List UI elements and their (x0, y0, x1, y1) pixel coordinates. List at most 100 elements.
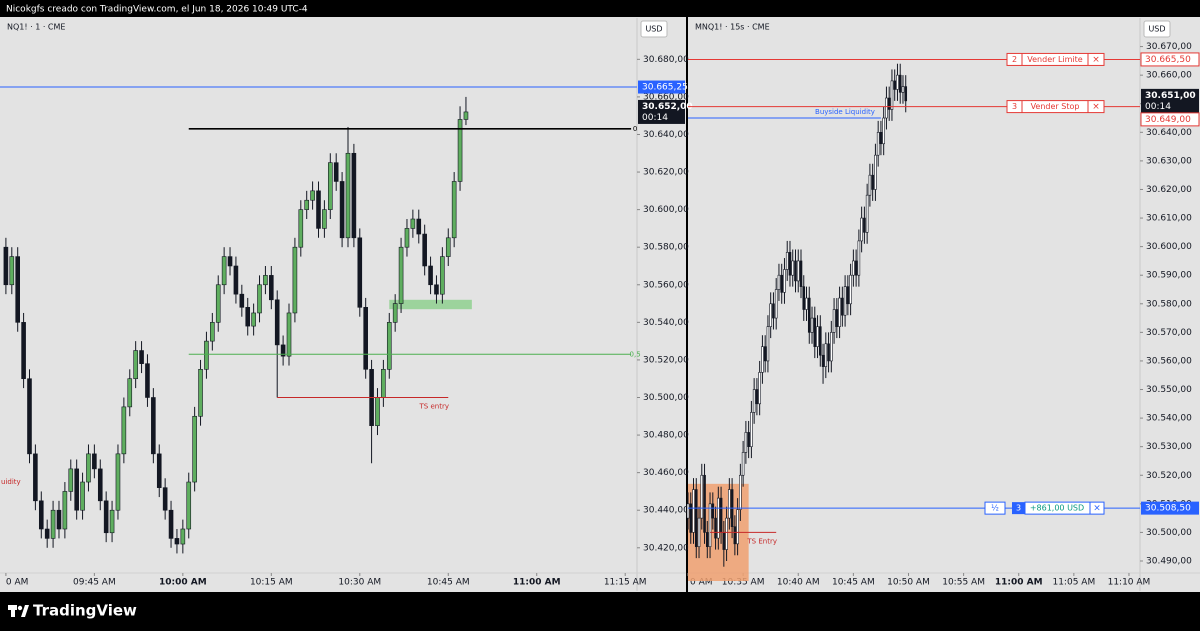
header-text: Nicokgfs creado con TradingView.com, el … (6, 5, 308, 15)
candle-body (744, 432, 748, 453)
candle-body (794, 260, 797, 282)
candle-body (121, 406, 127, 455)
price-label-box (638, 80, 685, 94)
candle-body (345, 152, 351, 239)
order-close[interactable]: × (1092, 55, 1100, 65)
candle-body (783, 269, 786, 293)
candle-body (463, 111, 469, 120)
candle-body (882, 117, 885, 145)
candle-body (15, 256, 20, 323)
y-tick-label: 30.640,00 (643, 130, 689, 140)
last-price-box (638, 99, 685, 124)
candle-body (151, 397, 156, 455)
candle-body (791, 260, 795, 276)
candle-body (304, 199, 310, 210)
candle-body (835, 309, 839, 327)
candle-body (863, 217, 866, 233)
candle-body (292, 246, 298, 314)
y-tick-label: 30.610,00 (1146, 214, 1192, 224)
position-close[interactable]: × (1093, 504, 1101, 514)
candle-body (286, 312, 292, 357)
y-tick-label: 30.540,00 (1146, 414, 1192, 424)
candle-body (103, 500, 109, 534)
candle-body (3, 246, 9, 286)
candle-body (416, 218, 422, 235)
candle-body (198, 369, 203, 417)
candle-body (722, 532, 726, 550)
candle-body (890, 80, 894, 110)
candle-body (818, 326, 822, 356)
candle-body (298, 209, 304, 248)
candle-body (168, 509, 174, 539)
candle-body (97, 468, 103, 502)
candle-body (192, 415, 197, 483)
candle-body (852, 260, 855, 276)
x-tick-label: 10:45 AM (427, 578, 470, 588)
candle-body (38, 500, 44, 530)
candle-body (375, 397, 380, 426)
y-tick-label: 30.500,00 (643, 393, 689, 403)
y-tick-label: 30.440,00 (643, 506, 689, 516)
y-tick-label: 30.660,00 (643, 92, 689, 102)
candle-body (404, 228, 410, 248)
candle-body (799, 260, 803, 287)
candle-body (893, 80, 897, 90)
last-price-label: 30.652,00 (642, 102, 693, 112)
candle-body (422, 233, 427, 267)
y-tick-label: 30.540,00 (643, 318, 689, 328)
candle-body (697, 517, 701, 548)
candle-body (133, 350, 138, 380)
candle-body (174, 538, 180, 545)
logo (8, 605, 29, 617)
candle-body (728, 489, 731, 519)
candle-body (717, 497, 720, 539)
y-tick-label: 30.420,00 (643, 543, 689, 553)
last-price-countdown: 00:14 (642, 113, 668, 123)
x-tick-label: 10:50 AM (887, 578, 930, 588)
y-tick-label: 30.670,00 (1146, 42, 1192, 52)
candle-body (322, 209, 327, 229)
currency-label: USD (1148, 25, 1165, 34)
candle-body (871, 174, 874, 190)
candle-body (92, 453, 97, 470)
order-box (1006, 52, 1105, 66)
candle-body (849, 274, 852, 305)
x-tick-label: 09:45 AM (73, 578, 116, 588)
order-qty: 3 (1012, 102, 1017, 111)
y-tick-label: 30.560,00 (643, 280, 689, 290)
x-tick-label: 10:55 AM (942, 578, 985, 588)
x-tick-label: 0 AM (690, 578, 713, 588)
candle-body (204, 340, 209, 370)
candle-body (747, 432, 750, 447)
candle-body (339, 181, 345, 239)
candle-body (445, 237, 451, 257)
candle-body (865, 194, 869, 233)
x-tick-label: 11:10 AM (1108, 578, 1151, 588)
candle-body (127, 378, 133, 408)
candle-body (333, 162, 339, 182)
x-tick-label: 10:40 AM (777, 578, 820, 588)
candle-body (280, 344, 286, 357)
candle-body (719, 497, 723, 533)
order-close[interactable]: × (1092, 102, 1100, 112)
candle-body (807, 297, 811, 333)
candle-body (879, 132, 883, 145)
candle-body (739, 474, 742, 510)
candle-body (774, 289, 778, 319)
candle-body (156, 453, 162, 488)
currency-box (640, 20, 668, 38)
candle-body (139, 350, 144, 364)
candle-body (736, 509, 739, 545)
x-tick-label: 11:05 AM (1052, 578, 1095, 588)
y-tick-label: 30.600,00 (1146, 242, 1192, 252)
candle-body (239, 293, 245, 308)
order-box (1006, 100, 1105, 114)
candle-body (874, 154, 877, 190)
candle-body (887, 97, 891, 110)
candle-body (310, 190, 315, 201)
x-tick-label: 11:00 AM (513, 578, 561, 588)
candle-body (796, 260, 800, 282)
candle-body (68, 468, 74, 492)
candle-body (381, 369, 386, 398)
y-tick-label: 30.460,00 (643, 468, 689, 478)
